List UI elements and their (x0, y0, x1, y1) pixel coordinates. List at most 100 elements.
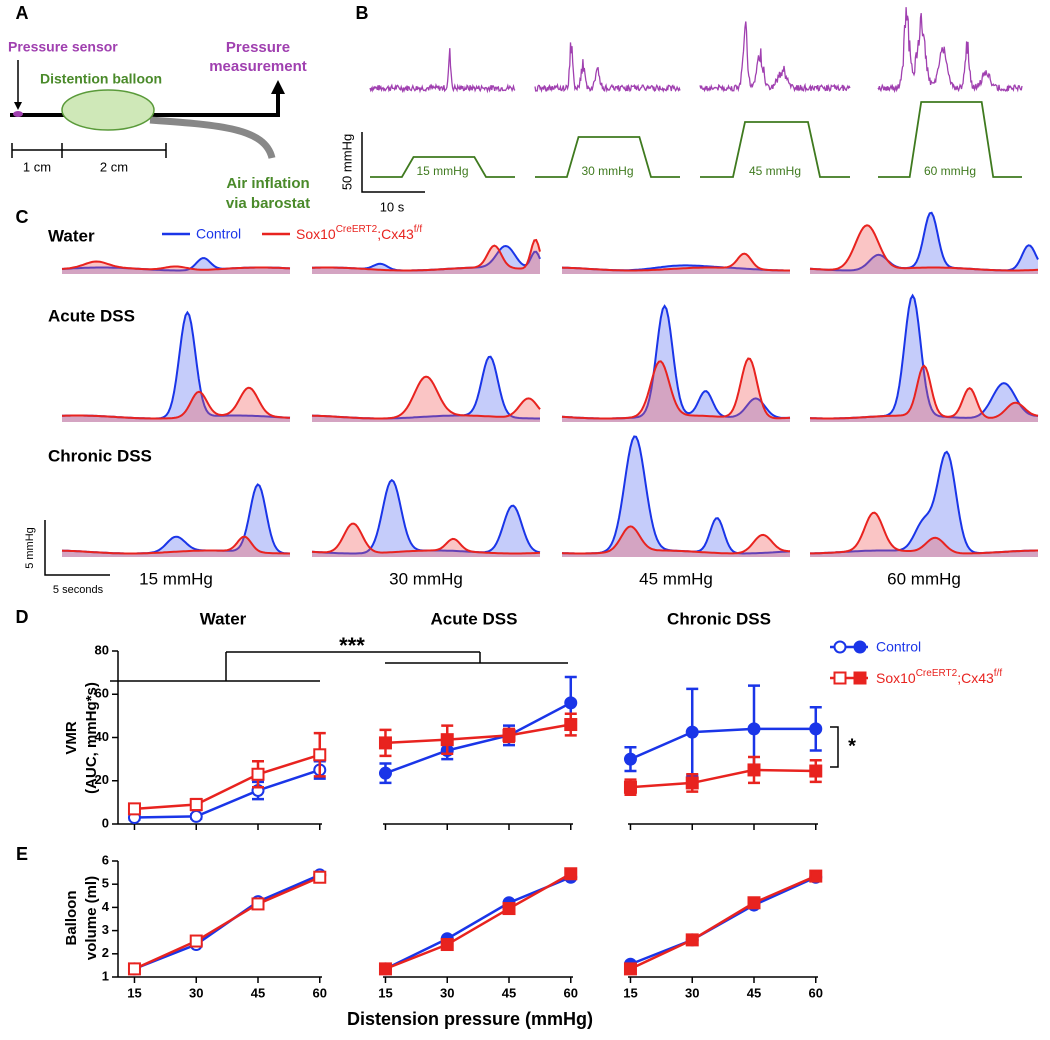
marker (189, 809, 203, 823)
y-tick-label: 0 (102, 815, 109, 830)
arrow-head (14, 102, 22, 110)
legend-label: Control (876, 639, 921, 655)
pressure-label: 15 mmHg (416, 164, 468, 178)
pressure-trace (369, 48, 516, 94)
label-part: CreERT2 (916, 668, 958, 679)
scale-label: 5 mmHg (24, 527, 36, 569)
trace-line (312, 238, 541, 272)
marker (502, 728, 516, 742)
marker (189, 798, 203, 812)
marker (623, 780, 637, 794)
series-line (385, 701, 572, 775)
trace-area (62, 312, 290, 422)
x-tick-label: 45 (251, 985, 265, 1000)
y-tick-label: 4 (102, 899, 110, 914)
series-line (133, 876, 321, 971)
barostat-trace (700, 121, 850, 178)
marker (127, 802, 141, 816)
trace-line (561, 435, 791, 555)
marker (251, 767, 265, 781)
legend-label: Sox10CreERT2;Cx43f/f (876, 668, 1002, 686)
pressure-trace (534, 42, 681, 93)
trace-area (312, 480, 540, 557)
panel-label: B (356, 3, 369, 23)
panel-label: D (16, 607, 29, 627)
trace-line (61, 260, 291, 271)
marker (313, 748, 327, 762)
pressure-label: 15 mmHg (139, 569, 213, 588)
trace-area (312, 523, 540, 557)
marker (189, 934, 203, 948)
y-tick-label: 60 (95, 686, 109, 701)
marker (564, 867, 578, 881)
y-tick-label: 5 (102, 876, 109, 891)
panel-label: A (16, 3, 29, 23)
marker (440, 938, 454, 952)
x-tick-label: 60 (809, 985, 823, 1000)
trace-area (810, 451, 1038, 557)
trace-area (810, 295, 1038, 422)
trace-area (810, 225, 1038, 274)
pressure-label: 30 mmHg (389, 569, 463, 588)
label: via barostat (226, 195, 310, 212)
pressure-label: 30 mmHg (581, 164, 633, 178)
barostat-trace (535, 136, 680, 178)
legend-marker (853, 671, 867, 685)
label: Air inflation (226, 175, 309, 192)
x-tick-label: 60 (564, 985, 578, 1000)
scale-label: 50 mmHg (339, 134, 354, 190)
label-part: Sox10 (296, 226, 336, 242)
legend-marker (833, 671, 847, 685)
trace-area (312, 356, 540, 422)
y-axis-label: Balloon (63, 891, 80, 946)
label-part: ;Cx43 (957, 670, 994, 686)
label: Distention balloon (40, 71, 162, 87)
air-tube (149, 116, 276, 160)
marker (809, 869, 823, 883)
sensor (13, 111, 23, 117)
marker (809, 722, 823, 736)
marker (747, 763, 761, 777)
series-line (384, 876, 572, 971)
series-line (134, 768, 321, 819)
barostat-trace (878, 101, 1022, 178)
series-line (629, 727, 816, 761)
y-axis-label: VMR (63, 721, 80, 755)
trace-line (810, 511, 1038, 555)
x-axis-label: Distension pressure (mmHg) (347, 1009, 593, 1029)
trace-line (561, 252, 790, 272)
trace-line (561, 525, 791, 555)
trace-area (62, 536, 290, 557)
legend-label: Control (196, 226, 241, 242)
legend-marker (833, 640, 847, 654)
pressure-trace (699, 21, 851, 93)
marker (685, 725, 699, 739)
series-line (385, 872, 572, 971)
marker (623, 752, 637, 766)
y-tick-label: 40 (95, 729, 109, 744)
marker (747, 896, 761, 910)
x-tick-label: 15 (127, 985, 141, 1000)
marker (564, 718, 578, 732)
row-title: Acute DSS (48, 306, 135, 325)
x-tick-label: 30 (189, 985, 203, 1000)
marker (313, 870, 327, 884)
trace-area (810, 212, 1038, 274)
trace-area (562, 253, 790, 274)
arrow-head (271, 80, 285, 94)
trace-area (562, 526, 790, 557)
y-tick-label: 1 (102, 968, 109, 983)
y-tick-label: 2 (102, 945, 109, 960)
row-title: Chronic DSS (48, 446, 152, 465)
scale-bar (44, 520, 110, 576)
dimension-lines (11, 143, 167, 158)
label: 1 cm (23, 159, 51, 174)
marker (440, 733, 454, 747)
trace-area (312, 240, 540, 274)
series-line (629, 874, 817, 971)
pressure-label: 60 mmHg (924, 164, 976, 178)
trace-line (311, 375, 541, 420)
label: measurement (209, 58, 307, 75)
chart-title: Chronic DSS (667, 609, 771, 628)
